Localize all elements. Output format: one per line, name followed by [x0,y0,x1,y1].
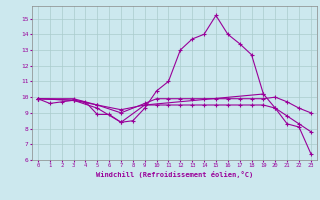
X-axis label: Windchill (Refroidissement éolien,°C): Windchill (Refroidissement éolien,°C) [96,171,253,178]
